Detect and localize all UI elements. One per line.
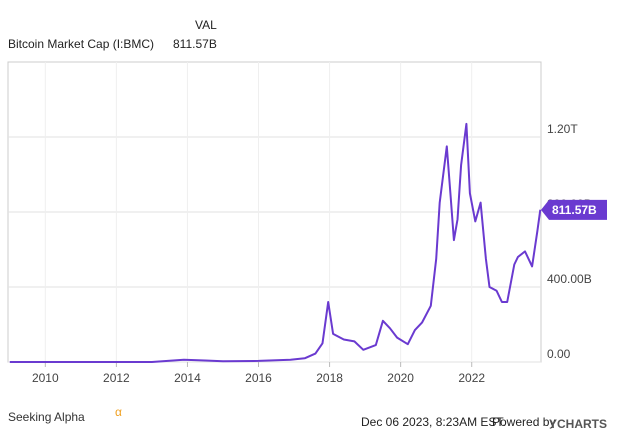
series-line (9, 122, 542, 363)
brand: Seeking Alpha (8, 410, 85, 424)
x-tick-label: 2016 (245, 371, 272, 385)
y-tick-label: 0.00 (547, 347, 571, 361)
x-tick-label: 2012 (103, 371, 130, 385)
provider: YCHARTS (549, 417, 607, 431)
x-tick-label: 2020 (387, 371, 414, 385)
last-value-label: 811.57B (552, 203, 597, 217)
x-tick-label: 2022 (458, 371, 485, 385)
timestamp: Dec 06 2023, 8:23AM EST. (361, 415, 506, 429)
x-tick-label: 2018 (316, 371, 343, 385)
y-tick-label: 400.00B (547, 272, 592, 286)
brand-symbol: α (115, 405, 122, 419)
series-last-value: 811.57B (173, 37, 217, 51)
series-name: Bitcoin Market Cap (I:BMC) (8, 37, 154, 51)
x-tick-label: 2014 (174, 371, 201, 385)
column-header: VAL (195, 18, 217, 32)
x-tick-label: 2010 (32, 371, 59, 385)
y-tick-label: 1.20T (547, 122, 578, 136)
last-value-flag (541, 199, 607, 220)
powered-by: Powered by (492, 415, 555, 429)
